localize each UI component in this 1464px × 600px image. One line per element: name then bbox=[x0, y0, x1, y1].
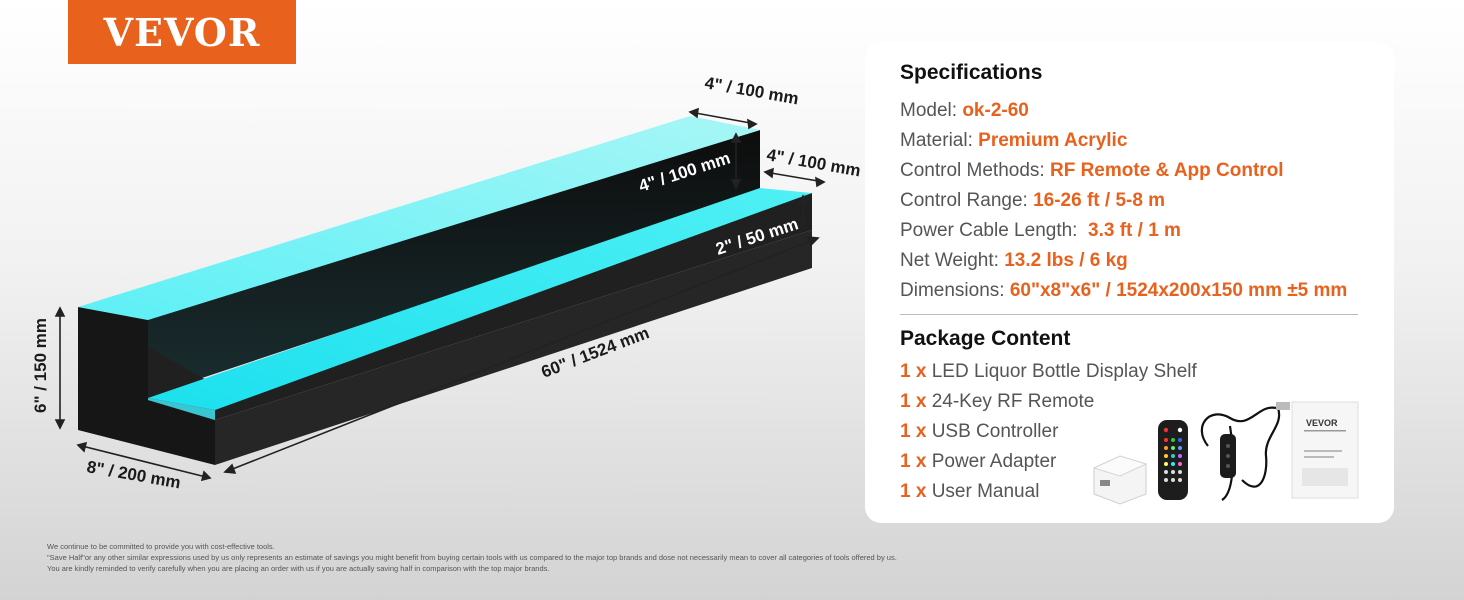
spec-list: Model: ok-2-60 Material: Premium Acrylic… bbox=[900, 96, 1347, 306]
package-item: 1 x USB Controller bbox=[900, 417, 1197, 447]
spec-value: 60"x8"x6" / 1524x200x150 mm ±5 mm bbox=[1009, 280, 1348, 301]
spec-label: Dimensions: bbox=[900, 280, 1010, 301]
spec-label: Power Cable Length: bbox=[900, 220, 1089, 241]
dim-height: 6" / 150 mm bbox=[31, 318, 50, 413]
spec-value: 3.3 ft / 1 m bbox=[1088, 220, 1181, 241]
spec-label: Control Methods: bbox=[900, 160, 1050, 181]
shelf-illustration: 4" / 100 mm 4" / 100 mm 4" / 100 mm 2" /… bbox=[31, 73, 860, 492]
spec-card: Specifications Model: ok-2-60 Material: … bbox=[865, 42, 1394, 523]
package-list: 1 x LED Liquor Bottle Display Shelf 1 x … bbox=[900, 357, 1197, 507]
package-name: USB Controller bbox=[931, 421, 1059, 442]
spec-value: ok-2-60 bbox=[962, 100, 1029, 121]
package-qty: 1 x bbox=[900, 421, 927, 442]
shelf-long-face bbox=[215, 230, 812, 465]
spec-label: Model: bbox=[900, 100, 963, 121]
spec-row: Dimensions: 60"x8"x6" / 1524x200x150 mm … bbox=[900, 276, 1347, 306]
spec-row: Model: ok-2-60 bbox=[900, 96, 1347, 126]
spec-row: Power Cable Length: 3.3 ft / 1 m bbox=[900, 216, 1347, 246]
dimension-arrows bbox=[54, 107, 826, 482]
shelf-lower-glow bbox=[148, 188, 812, 410]
spec-label: Material: bbox=[900, 130, 979, 151]
package-qty: 1 x bbox=[900, 391, 927, 412]
section-divider bbox=[900, 314, 1358, 315]
package-name: User Manual bbox=[931, 481, 1040, 502]
accessories-illustration: VEVOR bbox=[1092, 401, 1359, 505]
package-name: 24-Key RF Remote bbox=[931, 391, 1095, 412]
spec-value: Premium Acrylic bbox=[978, 130, 1128, 151]
package-item: 1 x LED Liquor Bottle Display Shelf bbox=[900, 357, 1197, 387]
package-item: 1 x 24-Key RF Remote bbox=[900, 387, 1197, 417]
package-title: Package Content bbox=[900, 327, 1071, 350]
package-qty: 1 x bbox=[900, 361, 927, 382]
disclaimer-line: You are kindly reminded to verify carefu… bbox=[47, 564, 550, 573]
spec-row: Net Weight: 13.2 lbs / 6 kg bbox=[900, 246, 1347, 276]
user-manual-icon: VEVOR bbox=[1291, 401, 1359, 499]
brand-logo: VEVOR bbox=[68, 0, 296, 64]
spec-row: Control Range: 16-26 ft / 5-8 m bbox=[900, 186, 1347, 216]
usb-plug-icon bbox=[1276, 402, 1290, 410]
package-qty: 1 x bbox=[900, 451, 927, 472]
usb-controller-icon bbox=[1200, 406, 1281, 501]
disclaimer-line: "Save Half"or any other similar expressi… bbox=[47, 553, 897, 562]
package-item: 1 x User Manual bbox=[900, 477, 1197, 507]
package-name: Power Adapter bbox=[931, 451, 1057, 472]
spec-label: Control Range: bbox=[900, 190, 1034, 211]
spec-value: 16-26 ft / 5-8 m bbox=[1033, 190, 1166, 211]
spec-label: Net Weight: bbox=[900, 250, 1005, 271]
spec-row: Material: Premium Acrylic bbox=[900, 126, 1347, 156]
remote-icon bbox=[1158, 420, 1188, 500]
power-adapter-icon bbox=[1092, 455, 1148, 505]
package-item: 1 x Power Adapter bbox=[900, 447, 1197, 477]
dim-depth: 8" / 200 mm bbox=[85, 457, 182, 492]
disclaimer-line: We continue to be committed to provide y… bbox=[47, 542, 275, 551]
package-qty: 1 x bbox=[900, 481, 927, 502]
specifications-title: Specifications bbox=[900, 61, 1043, 84]
package-name: LED Liquor Bottle Display Shelf bbox=[931, 361, 1197, 382]
shelf-top-glow bbox=[78, 116, 760, 320]
shelf-base-front bbox=[78, 307, 215, 465]
spec-value: 13.2 lbs / 6 kg bbox=[1004, 250, 1128, 271]
shelf-back-panel bbox=[148, 130, 760, 396]
spec-row: Control Methods: RF Remote & App Control bbox=[900, 156, 1347, 186]
disclaimer: We continue to be committed to provide y… bbox=[47, 541, 897, 574]
manual-brand: VEVOR bbox=[1306, 418, 1338, 428]
shelf-lower-edge bbox=[148, 398, 215, 420]
dim-top-depth: 4" / 100 mm bbox=[703, 73, 800, 108]
spec-value: RF Remote & App Control bbox=[1049, 160, 1284, 181]
